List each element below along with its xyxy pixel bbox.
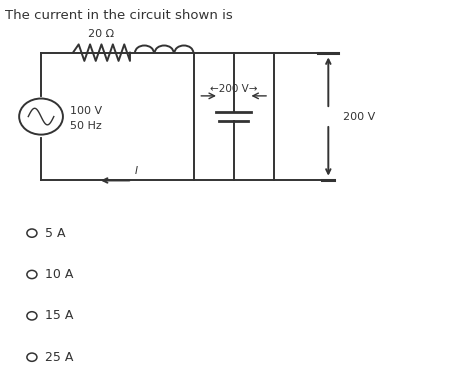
Text: 5 A: 5 A bbox=[45, 227, 65, 240]
Text: 20 Ω: 20 Ω bbox=[88, 29, 114, 39]
Text: 25 A: 25 A bbox=[45, 351, 73, 364]
Text: 15 A: 15 A bbox=[45, 309, 73, 322]
Text: 200 V: 200 V bbox=[342, 112, 374, 121]
Text: 100 V: 100 V bbox=[70, 106, 101, 116]
Text: 10 A: 10 A bbox=[45, 268, 73, 281]
Text: 50 Hz: 50 Hz bbox=[70, 121, 101, 131]
Text: I: I bbox=[134, 166, 137, 176]
Text: The current in the circuit shown is: The current in the circuit shown is bbox=[5, 9, 232, 23]
Text: ←200 V→: ←200 V→ bbox=[209, 84, 257, 94]
